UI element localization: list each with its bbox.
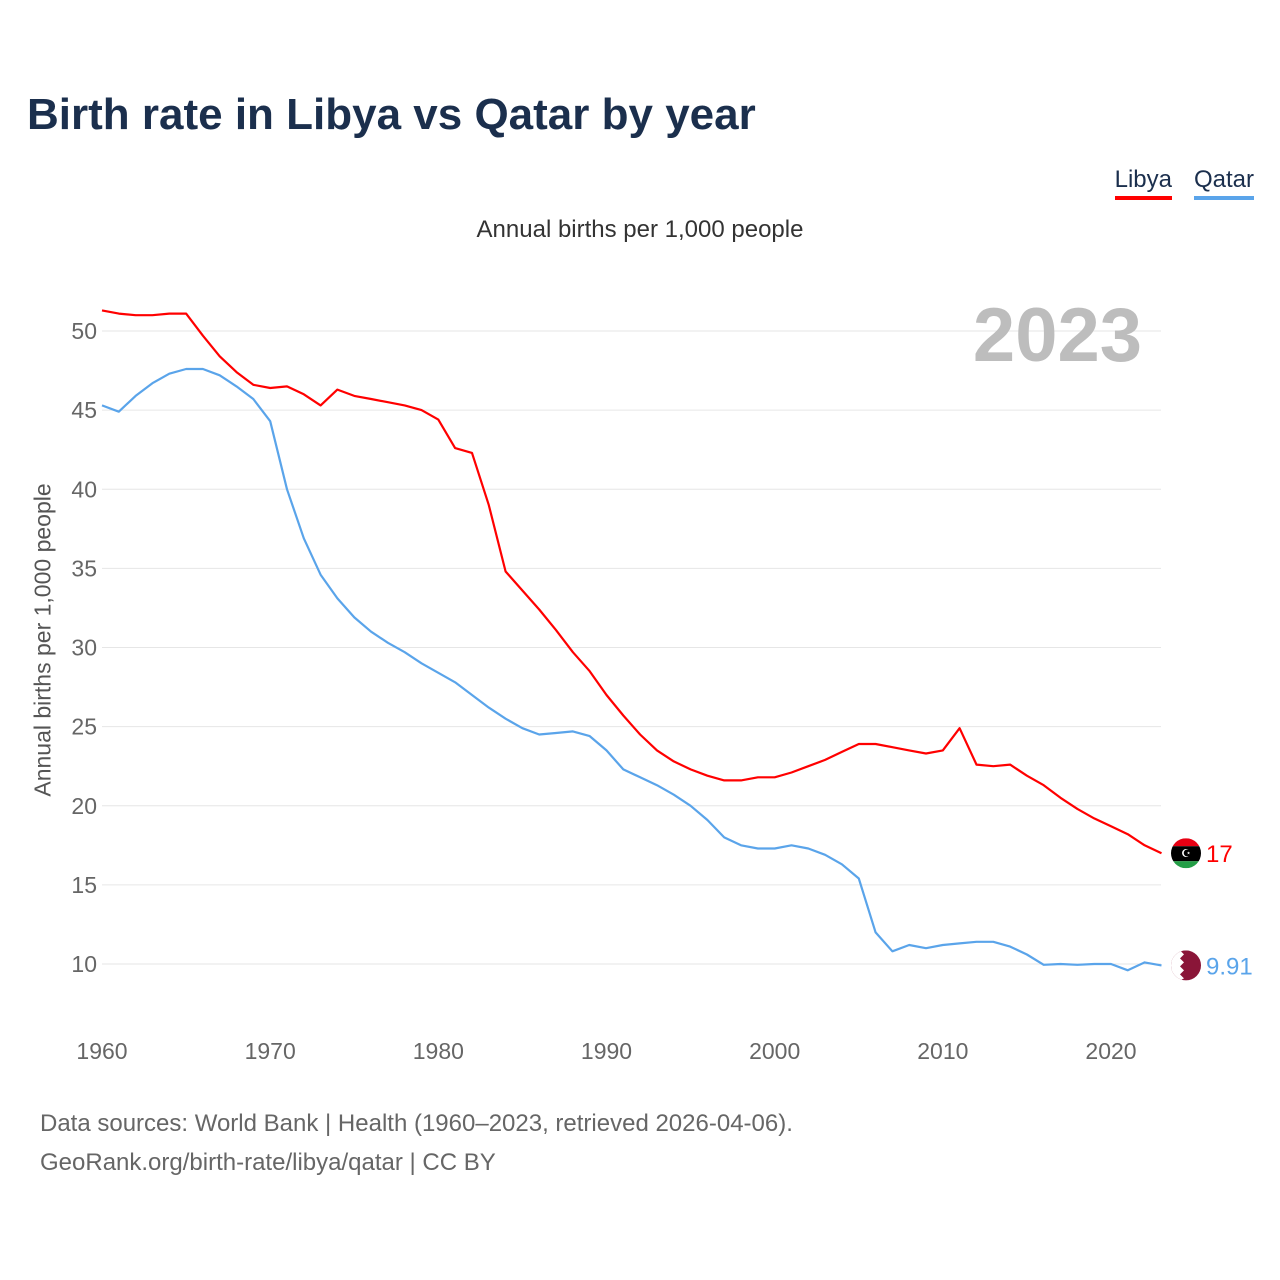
chart-title: Birth rate in Libya vs Qatar by year (27, 90, 756, 139)
y-tick-label: 10 (71, 951, 97, 977)
flag-stripe (1171, 846, 1201, 862)
x-tick-label: 1980 (413, 1038, 464, 1064)
legend-item-qatar[interactable]: Qatar (1193, 166, 1254, 200)
y-tick-label: 25 (71, 714, 97, 740)
x-tick-label: 2020 (1085, 1038, 1136, 1064)
attribution-link[interactable]: GeoRank.org/birth-rate/libya/qatar | CC … (40, 1149, 496, 1176)
crescent-star-icon: ☪ (1181, 848, 1191, 860)
x-tick-label: 2010 (917, 1038, 968, 1064)
footer: Data sources: World Bank | Health (1960–… (40, 1104, 793, 1182)
year-overlay: 2023 (972, 293, 1142, 378)
x-tick-label: 2000 (749, 1038, 800, 1064)
x-tick-label: 1970 (245, 1038, 296, 1064)
flag-qatar-icon (1171, 950, 1201, 981)
y-tick-label: 50 (71, 318, 97, 344)
flag-stripe (1171, 838, 1201, 847)
x-tick-label: 1960 (76, 1038, 127, 1064)
y-tick-label: 35 (71, 555, 97, 581)
legend: Libya Qatar (1114, 166, 1254, 200)
y-tick-label: 40 (71, 476, 97, 502)
y-tick-label: 20 (71, 793, 97, 819)
y-tick-label: 15 (71, 872, 97, 898)
chart-subtitle: Annual births per 1,000 people (476, 216, 804, 243)
end-value-label-libya: 17 (1206, 841, 1233, 868)
flag-stripe (1171, 861, 1201, 869)
x-tick-label: 1990 (581, 1038, 632, 1064)
series-line-qatar (101, 367, 1162, 972)
y-tick-label: 30 (71, 635, 97, 661)
flag-serrated-band (1171, 950, 1184, 981)
y-tick-label: 45 (71, 397, 97, 423)
series-line-libya (101, 309, 1162, 855)
flag-libya-icon: ☪ (1171, 838, 1201, 869)
end-value-label-qatar: 9.91 (1206, 953, 1253, 980)
legend-item-libya[interactable]: Libya (1114, 166, 1172, 200)
data-source-text: Data sources: World Bank | Health (1960–… (40, 1110, 793, 1137)
